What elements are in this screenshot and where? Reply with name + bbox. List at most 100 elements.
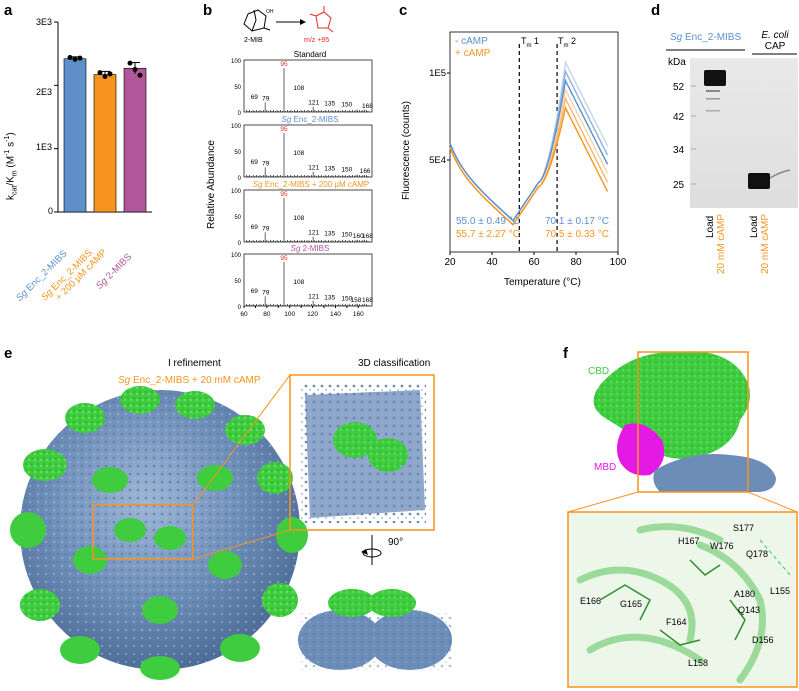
panel-c-xtick-2: 60 [528,257,540,268]
panel-c-ytick-0: 5E4 [429,155,446,166]
spectrum-3-peaklabel-7: 158 [351,297,362,304]
spectrum-3-ytick-0: 100 [231,253,242,259]
tm2-blue-value: 70.1 ± 0.17 °C [545,216,609,227]
spectrum-3-peaklabel-8: 168 [362,297,373,304]
spectrum-2-peaklabel-5: 135 [324,231,335,238]
product-skeleton [309,6,334,33]
ms-xtick-6: 120 [307,311,318,318]
panel-a-ytick-0: 0 [48,206,54,216]
zoom-box-f-small [637,351,749,493]
spectrum-0-peaklabel-2: 95 [280,61,288,68]
panel-label-b: b [203,2,213,19]
spectrum-2-ytick-1: 50 [234,215,241,221]
gel-header-left: Sg Enc_2-MIBS [670,32,742,43]
tm2-orange-value: 70.5 ± 0.33 °C [545,229,609,240]
panel-label-f: f [563,345,568,362]
spectrum-0-peaklabel-3: 108 [293,85,304,92]
gel-marker-42: 42 [673,112,685,123]
ms-xtick-2: 80 [263,311,271,318]
gel-kda-label: kDa [668,57,686,68]
spectrum-3-peaklabel-2: 95 [280,255,288,262]
spectrum-2-peaklabel-6: 150 [341,231,352,238]
legend-minus-camp: - cAMP [455,36,488,47]
panel-c-xlabel: Temperature (°C) [504,277,581,288]
panel-e-left-title: I refinement [168,358,221,369]
spectrum-2-peaklabel-3: 108 [293,215,304,222]
spectrum-2-ytick-0: 100 [231,189,242,195]
spectrum-2-peaklabel-4: 121 [308,230,319,237]
spectrum-title-0: Standard [293,50,327,59]
spectrum-2-peaklabel-8: 168 [362,233,373,240]
spectrum-title-2: Sg Enc_2-MIBS + 200 µM cAMP [252,180,370,189]
ms-xtick-8: 140 [330,311,341,318]
ms-xtick-0: 60 [240,311,248,318]
spectrum-1-peaklabel-1: 79 [262,160,270,167]
spectrum-2-peaklabel-2: 95 [280,191,288,198]
panel-a-point-2-0 [127,60,133,66]
spectrum-1-ytick-1: 50 [234,150,241,156]
zoom-box-small [92,504,194,560]
panel-a-point-1-0 [97,70,103,76]
panel-e-right-title: 3D classification [358,358,431,369]
spectrum-2-peaklabel-1: 79 [262,225,270,232]
substrate-label: 2-MIB [244,37,263,44]
spectrum-1-peaklabel-4: 121 [308,165,319,172]
legend-plus-camp: + cAMP [455,48,491,59]
residue-g165: G165 [620,599,643,609]
panel-c-xtick-4: 100 [610,257,627,268]
spectrum-0-peaklabel-4: 121 [308,100,319,107]
spectrum-1-peaklabel-2: 95 [280,126,288,133]
panel-label-e: e [4,345,13,362]
spectrum-0-ytick-0: 100 [231,59,242,65]
spectrum-3-peaklabel-5: 135 [324,295,335,302]
tm1-blue-value: 55.0 ± 0.49 °C [456,216,520,227]
spectrum-2-ytick-2: 0 [238,241,242,247]
spectrum-3-peaklabel-1: 79 [262,289,270,296]
spectrum-0-peaklabel-7: 168 [362,103,373,110]
spectrum-2-peaklabel-0: 69 [251,224,259,231]
spectrum-0-peaklabel-0: 69 [251,94,259,101]
ms-xtick-4: 100 [284,311,295,318]
gel-marker-52: 52 [673,82,685,93]
spectrum-1-peaklabel-7: 166 [360,168,371,175]
spectrum-0-peaklabel-5: 135 [324,101,335,108]
residue-l155: L155 [770,586,791,596]
product-label: m/z +95 [304,37,329,44]
camphor-skeleton [243,9,271,32]
panel-a-point-0-2 [77,55,83,61]
reaction-arrowhead [300,19,306,25]
panel-a-ytick-1: 1E3 [36,142,53,152]
spectrum-3-peaklabel-0: 69 [251,288,259,295]
spectrum-3-peaklabel-3: 108 [293,279,304,286]
residue-f164: F164 [666,617,687,627]
gel-header-right: E. coli CAP [761,30,789,52]
panel-c-xtick-0: 20 [444,257,456,268]
residue-a180: A180 [734,589,756,599]
spectrum-2-peaklabel-7: 160 [353,233,364,240]
panel-label-a: a [4,2,13,19]
oh-label: OH [266,9,274,15]
spectrum-3-ytick-2: 0 [238,305,242,311]
mbd-label: MBD [594,462,617,473]
panel-a-ytick-2: 2E3 [36,87,53,97]
spectrum-1-peaklabel-0: 69 [251,159,259,166]
spectrum-title-1: Sg Enc_2-MIBS [281,115,339,124]
residue-w176: W176 [710,541,734,551]
panel-label-d: d [651,2,661,19]
panel-a-point-0-0 [67,54,73,60]
panel-c-xtick-3: 80 [570,257,582,268]
spectrum-0-peaklabel-6: 150 [341,101,352,108]
gel-marker-25: 25 [673,180,685,191]
spectrum-0-ytick-2: 0 [238,111,242,117]
spectrum-3-ytick-1: 50 [234,279,241,285]
spectrum-1-ytick-0: 100 [231,124,242,130]
gel-marker-34: 34 [673,145,685,156]
gel-band-enc [704,70,726,86]
residue-s177: S177 [733,523,755,533]
